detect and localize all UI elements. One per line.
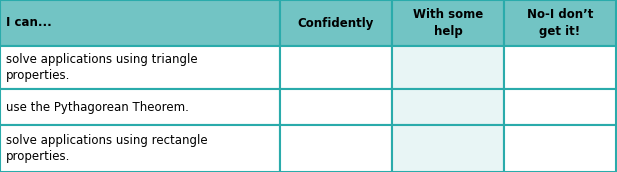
Text: I can...: I can... (6, 17, 52, 30)
Bar (0, 0, 280, 46)
Bar (504, 0, 616, 46)
Bar (0, 46, 280, 89)
Bar (504, 125, 616, 172)
Bar (392, 125, 504, 172)
Bar (392, 46, 504, 89)
Text: solve applications using triangle
properties.: solve applications using triangle proper… (6, 53, 197, 82)
Bar (504, 46, 616, 89)
Bar (504, 89, 616, 125)
Bar (392, 0, 504, 46)
Text: Confidently: Confidently (298, 17, 374, 30)
Bar (392, 89, 504, 125)
Text: With some
help: With some help (413, 8, 483, 37)
Bar (280, 46, 392, 89)
Bar (0, 89, 280, 125)
Bar (280, 0, 392, 46)
Text: solve applications using rectangle
properties.: solve applications using rectangle prope… (6, 134, 208, 163)
Bar (0, 125, 280, 172)
Bar (280, 125, 392, 172)
Text: use the Pythagorean Theorem.: use the Pythagorean Theorem. (6, 100, 189, 114)
Text: No-I don’t
get it!: No-I don’t get it! (527, 8, 593, 37)
Bar (280, 89, 392, 125)
